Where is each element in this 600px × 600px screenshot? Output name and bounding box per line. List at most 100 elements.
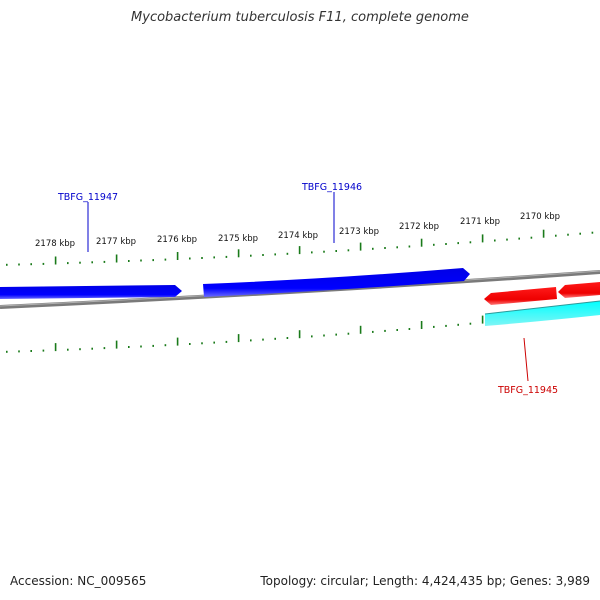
ruler-minor-tick — [164, 258, 167, 261]
ruler-minor-tick — [408, 245, 411, 248]
ruler-minor-tick — [91, 347, 93, 350]
ruler-minor-tick — [591, 231, 594, 234]
ruler-minor-tick — [128, 346, 130, 348]
ruler-major-tick — [420, 321, 423, 329]
ruler-major-tick — [542, 229, 545, 238]
accession-text: Accession: NC_009565 — [10, 574, 147, 588]
ruler-minor-tick — [103, 347, 106, 350]
ruler-minor-tick — [213, 256, 215, 259]
ruler-minor-tick — [408, 328, 411, 330]
ruler-minor-tick — [579, 232, 581, 235]
ruler-minor-tick — [518, 237, 520, 240]
ruler-major-tick — [237, 334, 240, 343]
ruler-minor-tick — [567, 233, 569, 236]
ruler-minor-tick — [347, 332, 350, 335]
tick-label: 2175 kbp — [218, 234, 258, 244]
ruler-major-tick — [176, 337, 179, 346]
svg-text:TBFG_11947: TBFG_11947 — [57, 192, 118, 203]
ruler-minor-tick — [311, 251, 313, 254]
tick-label: 2172 kbp — [399, 222, 439, 232]
ruler-major-tick — [481, 234, 484, 243]
genome-summary-text: Topology: circular; Length: 4,424,435 bp… — [260, 574, 590, 588]
ruler-minor-tick — [164, 344, 167, 347]
gene-arrow-adjacent-reverse[interactable] — [558, 282, 600, 298]
gene-arrow-tbfg-11946[interactable] — [203, 268, 470, 297]
ruler-major-tick — [359, 325, 362, 334]
ruler-minor-tick — [286, 337, 289, 339]
ruler-minor-tick — [18, 263, 20, 266]
svg-text:TBFG_11946: TBFG_11946 — [301, 182, 362, 193]
ruler-minor-tick — [91, 261, 93, 264]
ruler-minor-tick — [140, 345, 142, 348]
ruler-major-tick — [237, 249, 240, 258]
gene-arrow-tbfg-11945[interactable] — [484, 287, 557, 305]
ruler-minor-tick — [274, 337, 276, 340]
ruler-major-tick — [54, 343, 57, 352]
tick-label: 2173 kbp — [339, 227, 379, 237]
ruler-major-tick — [115, 254, 118, 263]
gene-label-tbfg-11947[interactable]: TBFG_11947 — [57, 192, 118, 252]
map-title: Mycobacterium tuberculosis F11, complete… — [131, 10, 469, 25]
ruler-minor-tick — [396, 329, 398, 331]
gc-content-track — [485, 301, 600, 326]
ruler-major-tick — [420, 238, 423, 247]
ruler-minor-tick — [323, 250, 325, 253]
ruler-minor-tick — [152, 344, 154, 347]
ruler-minor-tick — [189, 343, 191, 345]
ruler-minor-tick — [372, 330, 374, 333]
ruler-minor-tick — [79, 261, 81, 264]
ruler-minor-tick — [445, 243, 447, 245]
ruler-minor-tick — [42, 349, 45, 352]
ruler-minor-tick — [457, 242, 459, 245]
ruler-minor-tick — [384, 329, 386, 332]
ruler-minor-tick — [79, 348, 81, 351]
ruler-minor-tick — [311, 335, 313, 338]
ruler-minor-tick — [250, 339, 252, 342]
ruler-minor-tick — [30, 263, 32, 266]
ruler-minor-tick — [396, 246, 398, 249]
ruler-minor-tick — [433, 243, 435, 246]
tick-label: 2177 kbp — [96, 237, 136, 247]
svg-text:TBFG_11945: TBFG_11945 — [497, 385, 558, 396]
ruler-major-tick — [359, 242, 362, 251]
tick-label: 2171 kbp — [460, 217, 500, 227]
ruler-minor-tick — [262, 254, 264, 256]
tick-label: 2176 kbp — [157, 235, 197, 245]
ruler-minor-tick — [6, 350, 8, 353]
outer-position-ruler — [6, 229, 594, 266]
ruler-minor-tick — [433, 325, 435, 328]
tick-labels: 2178 kbp 2177 kbp 2176 kbp 2175 kbp 2174… — [35, 212, 560, 249]
ruler-minor-tick — [469, 241, 472, 244]
ruler-minor-tick — [384, 247, 386, 249]
ruler-minor-tick — [250, 254, 252, 257]
gene-arrow-tbfg-11947[interactable] — [0, 285, 182, 299]
ruler-major-tick — [54, 256, 57, 265]
inner-position-ruler — [6, 309, 594, 353]
ruler-minor-tick — [457, 323, 459, 326]
ruler-minor-tick — [42, 262, 45, 265]
ruler-minor-tick — [140, 259, 142, 262]
ruler-minor-tick — [274, 253, 276, 256]
ruler-minor-tick — [18, 350, 20, 353]
ruler-minor-tick — [128, 260, 130, 262]
ruler-minor-tick — [103, 260, 106, 263]
ruler-minor-tick — [555, 234, 557, 237]
ruler-major-tick — [298, 330, 301, 339]
gene-label-tbfg-11946[interactable]: TBFG_11946 — [301, 182, 362, 243]
ruler-minor-tick — [67, 262, 69, 265]
ruler-minor-tick — [506, 238, 508, 241]
ruler-minor-tick — [201, 257, 203, 259]
ruler-minor-tick — [225, 340, 228, 343]
ruler-major-tick — [176, 252, 179, 260]
ruler-minor-tick — [152, 259, 154, 262]
tick-label: 2178 kbp — [35, 239, 75, 249]
ruler-minor-tick — [347, 249, 350, 252]
tick-label: 2170 kbp — [520, 212, 560, 222]
ruler-minor-tick — [201, 342, 203, 345]
ruler-minor-tick — [213, 341, 215, 344]
ruler-major-tick — [115, 340, 118, 349]
gene-label-tbfg-11945[interactable]: TBFG_11945 — [497, 337, 558, 396]
ruler-minor-tick — [6, 263, 8, 266]
ruler-major-tick — [298, 246, 301, 255]
